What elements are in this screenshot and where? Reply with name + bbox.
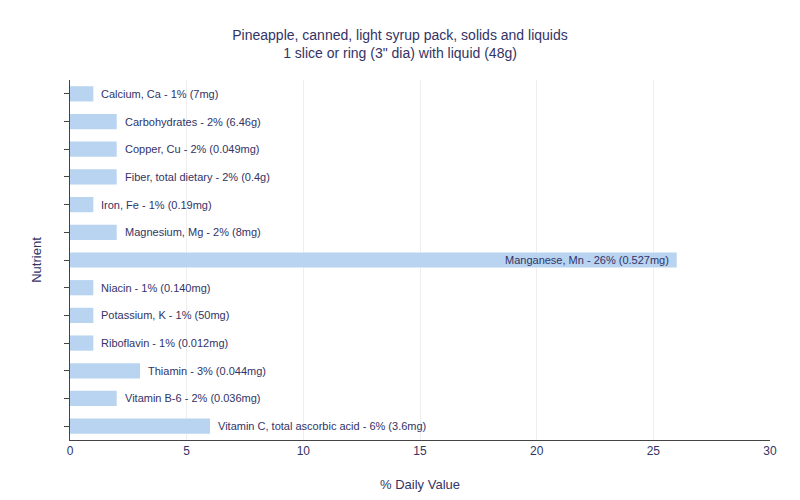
svg-text:Copper, Cu - 2% (0.049mg): Copper, Cu - 2% (0.049mg) [125,143,260,155]
svg-text:Riboflavin - 1% (0.012mg): Riboflavin - 1% (0.012mg) [101,337,228,349]
svg-text:Magnesium, Mg - 2% (8mg): Magnesium, Mg - 2% (8mg) [125,226,261,238]
svg-text:Fiber, total dietary - 2% (0.4: Fiber, total dietary - 2% (0.4g) [125,171,270,183]
svg-text:Nutrient: Nutrient [29,237,44,283]
svg-text:Pineapple, canned, light syrup: Pineapple, canned, light syrup pack, sol… [232,27,567,61]
svg-text:10: 10 [297,444,311,458]
svg-text:0: 0 [67,444,74,458]
svg-text:% Daily Value: % Daily Value [380,477,460,492]
svg-text:25: 25 [647,444,661,458]
svg-text:Vitamin B-6 - 2% (0.036mg): Vitamin B-6 - 2% (0.036mg) [125,392,261,404]
svg-text:30: 30 [763,444,777,458]
svg-text:Vitamin C, total ascorbic acid: Vitamin C, total ascorbic acid - 6% (3.6… [218,420,426,432]
svg-text:Iron, Fe - 1% (0.19mg): Iron, Fe - 1% (0.19mg) [101,199,212,211]
svg-text:Calcium, Ca - 1% (7mg): Calcium, Ca - 1% (7mg) [101,88,218,100]
svg-text:Niacin - 1% (0.140mg): Niacin - 1% (0.140mg) [101,282,210,294]
svg-text:15: 15 [413,444,427,458]
svg-text:Manganese, Mn - 26% (0.527mg): Manganese, Mn - 26% (0.527mg) [505,254,669,266]
svg-text:Carbohydrates - 2% (6.46g): Carbohydrates - 2% (6.46g) [125,116,261,128]
svg-text:Potassium, K - 1% (50mg): Potassium, K - 1% (50mg) [101,309,229,321]
svg-text:5: 5 [183,444,190,458]
svg-text:Thiamin - 3% (0.044mg): Thiamin - 3% (0.044mg) [148,365,266,377]
svg-text:20: 20 [530,444,544,458]
